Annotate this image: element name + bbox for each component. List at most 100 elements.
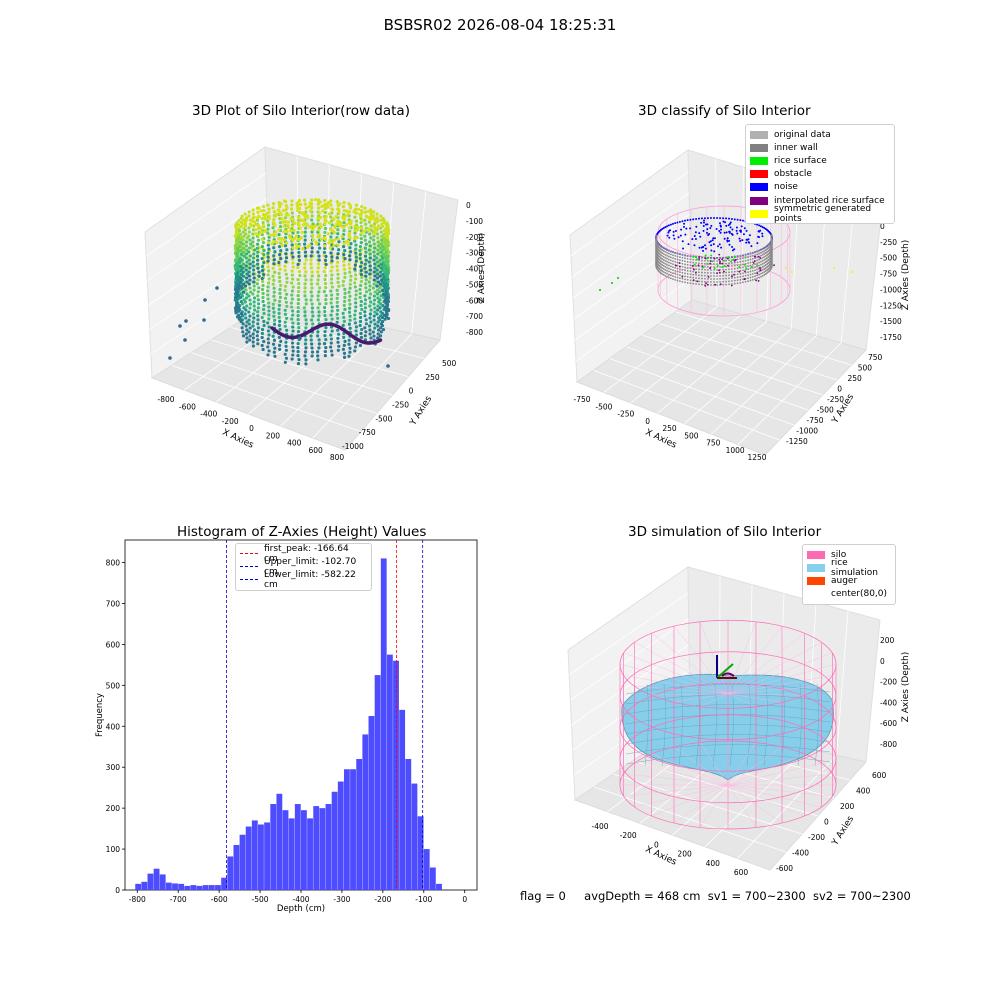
raw-point: [386, 239, 390, 244]
classify-point: [655, 242, 658, 245]
raw-point: [238, 280, 243, 285]
raw-point: [385, 235, 389, 240]
raw-point: [267, 207, 271, 211]
classify-point: [738, 265, 741, 268]
classify-point: [758, 261, 760, 264]
raw-point: [335, 304, 339, 308]
classify-point: [662, 247, 665, 249]
raw-point: [316, 278, 320, 282]
classify-point: [672, 278, 674, 281]
classify-point: [686, 263, 689, 266]
classify-point: [662, 274, 665, 276]
classify-point: [709, 240, 712, 243]
raw-point: [247, 330, 251, 334]
raw-point: [353, 267, 357, 271]
classify-point: [733, 218, 736, 221]
raw-point: [363, 302, 367, 306]
classify-point: [684, 266, 686, 269]
histogram-bar: [294, 804, 301, 890]
raw-point: [263, 216, 267, 221]
raw-point: [304, 226, 308, 230]
raw-point: [372, 242, 376, 246]
raw-point: [273, 233, 277, 238]
raw-ztick-label: -400: [466, 265, 483, 274]
classify-point: [686, 278, 689, 281]
raw-point: [386, 299, 391, 304]
raw-point: [280, 237, 284, 241]
classify-ytick-label: -500: [817, 406, 834, 415]
classify-point: [744, 256, 747, 259]
classify-point: [791, 271, 793, 273]
classify-point: [698, 262, 700, 265]
raw-point: [348, 203, 353, 208]
histogram-bar: [141, 881, 148, 890]
raw-point: [236, 243, 240, 247]
classify-point: [749, 276, 752, 279]
classify-point: [745, 241, 748, 244]
raw-point: [372, 258, 376, 262]
histogram-xtick-label: -700: [170, 895, 187, 904]
classify-point: [725, 259, 727, 262]
raw-point: [387, 307, 391, 312]
classify-point: [742, 272, 744, 275]
raw-point: [267, 317, 271, 321]
raw-point: [309, 204, 313, 209]
raw-point: [379, 310, 383, 314]
raw-point: [364, 258, 368, 262]
classify-point: [760, 275, 762, 278]
classify-point: [666, 272, 668, 275]
classify-legend-item: symmetric generated points: [750, 204, 888, 224]
raw-point: [267, 277, 271, 281]
raw-xtick-label: 400: [287, 439, 302, 448]
raw-point: [296, 230, 300, 235]
raw-point: [279, 240, 283, 244]
classify-point: [725, 231, 728, 234]
classify-point: [758, 249, 760, 252]
raw-point: [284, 252, 288, 256]
classify-point: [754, 251, 756, 254]
classify-point: [764, 267, 767, 269]
classify-point: [684, 275, 686, 278]
raw-point: [215, 286, 219, 290]
sim-ylabel: Y Axies: [830, 814, 856, 848]
raw-point: [310, 306, 315, 310]
raw-point: [324, 285, 328, 290]
raw-point: [247, 234, 251, 238]
raw-point: [267, 309, 271, 313]
classify-point: [754, 272, 756, 275]
classify-point: [666, 234, 669, 237]
raw-point: [255, 330, 260, 334]
raw-point: [252, 252, 256, 256]
raw-point: [267, 301, 271, 305]
raw-scatter-points: [168, 197, 391, 368]
raw-point: [317, 233, 321, 237]
raw-point: [266, 269, 271, 273]
raw-point: [273, 250, 277, 254]
raw-point: [316, 298, 320, 302]
classify-point: [731, 277, 733, 279]
classify-point: [676, 264, 679, 267]
classify-point: [701, 266, 704, 269]
legend-label: first_peak: -166.64 cm: [264, 543, 349, 564]
classify-point: [686, 281, 689, 284]
raw-point: [373, 322, 377, 326]
raw-point: [335, 296, 339, 300]
raw-point: [348, 314, 352, 318]
raw-point: [250, 223, 254, 228]
classify-point: [611, 282, 613, 284]
classify-point: [743, 278, 746, 280]
classify-point: [672, 254, 674, 257]
classify-point: [760, 263, 762, 266]
classify-point: [785, 267, 787, 269]
raw-point: [360, 327, 364, 332]
raw-point: [311, 322, 315, 326]
raw-point: [386, 364, 390, 368]
classify-point: [706, 228, 709, 231]
classify-point: [684, 260, 686, 263]
raw-point: [271, 306, 275, 310]
classify-point: [668, 230, 671, 233]
raw-point: [310, 218, 314, 222]
classify-point: [710, 254, 713, 257]
raw-point: [359, 240, 363, 245]
raw-point: [349, 219, 353, 223]
